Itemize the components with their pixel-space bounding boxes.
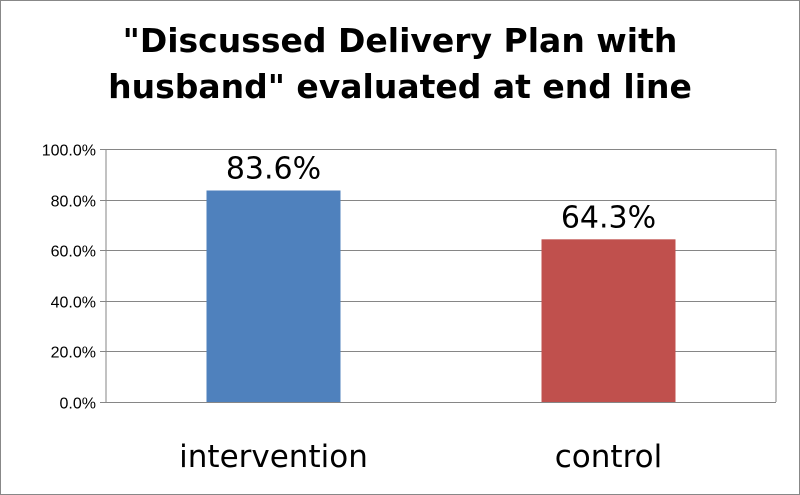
data-label-control: 64.3% [561, 200, 656, 235]
chart-title-line-2: husband" evaluated at end line [108, 67, 692, 106]
y-tick-label: 20.0% [51, 345, 96, 362]
bars [206, 190, 676, 402]
bar-control [541, 239, 676, 402]
category-label-intervention: intervention [179, 439, 368, 475]
x-axis-categories: intervention control [179, 439, 662, 475]
bar-intervention [206, 190, 341, 402]
chart-title-line-1: "Discussed Delivery Plan with [122, 21, 678, 60]
data-labels: 83.6% 64.3% [226, 151, 656, 235]
y-tick-label: 100.0% [42, 143, 96, 160]
y-axis-ticks: 0.0% 20.0% 40.0% 60.0% 80.0% 100.0% [42, 143, 106, 413]
category-label-control: control [555, 439, 662, 475]
data-label-intervention: 83.6% [226, 151, 321, 186]
y-tick-label: 0.0% [60, 396, 96, 413]
chart-title: "Discussed Delivery Plan with husband" e… [0, 18, 800, 110]
y-tick-label: 60.0% [51, 244, 96, 261]
y-tick-label: 80.0% [51, 194, 96, 211]
y-tick-label: 40.0% [51, 295, 96, 312]
